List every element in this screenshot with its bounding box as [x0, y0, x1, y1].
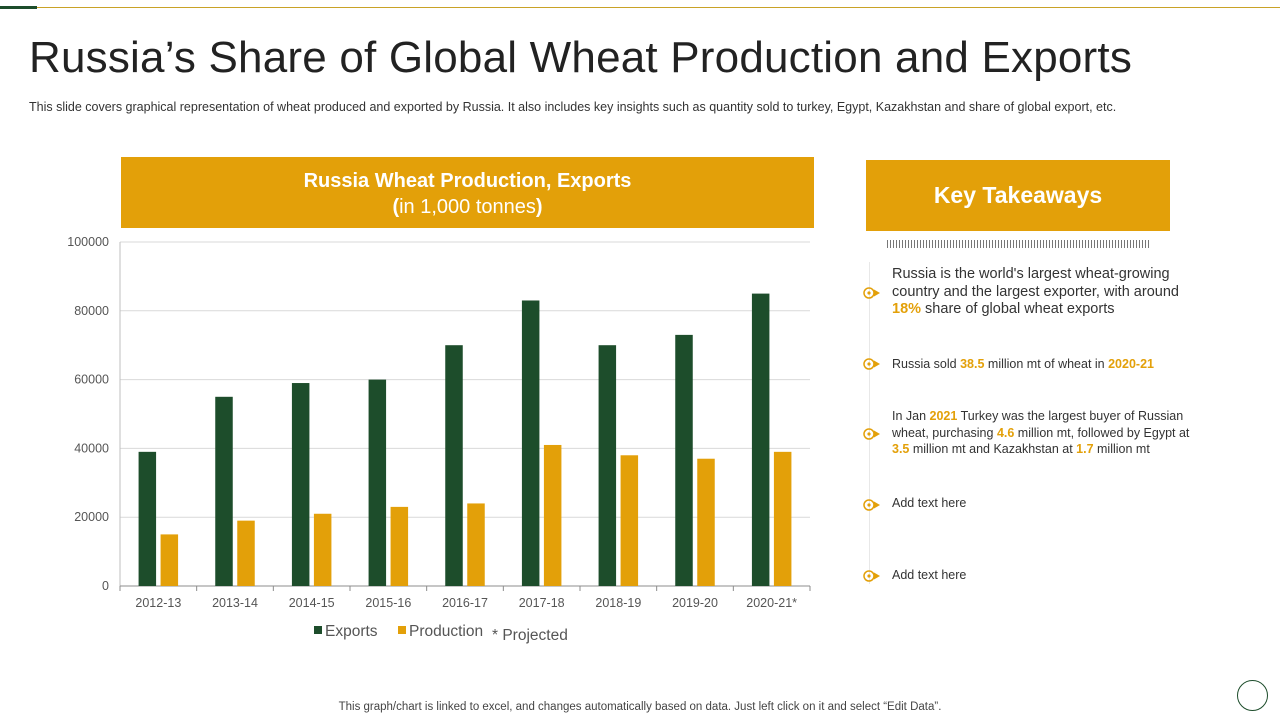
bullet-marker-icon — [862, 286, 884, 300]
bar-production — [543, 444, 562, 586]
bar-production — [313, 513, 332, 586]
takeaway-text: In Jan 2021 Turkey was the largest buyer… — [892, 408, 1206, 458]
y-tick-label: 40000 — [74, 441, 109, 455]
chart-title-banner: Russia Wheat Production, Exports (in 1,0… — [121, 157, 814, 228]
bar-production — [467, 503, 485, 586]
arrow-target-icon — [863, 499, 880, 511]
takeaway-text-segment: share of global wheat exports — [921, 301, 1115, 317]
bar-exports — [445, 345, 463, 586]
highlight-value: 1.7 — [1076, 442, 1094, 456]
decorative-tick-strip — [887, 240, 1150, 248]
y-tick-label: 0 — [102, 579, 109, 593]
bar-production — [237, 520, 255, 586]
takeaway-text-segment: million mt — [1093, 442, 1150, 456]
takeaway-text: Russia sold 38.5 million mt of wheat in … — [892, 356, 1206, 372]
bullet-marker-icon — [862, 427, 884, 441]
bar-exports — [215, 396, 233, 586]
highlight-value: 3.5 — [892, 442, 910, 456]
bar-exports — [291, 383, 310, 586]
takeaway-text: Add text here — [892, 495, 1206, 511]
arrow-target-icon — [863, 358, 880, 370]
x-tick-label: 2015-16 — [365, 596, 411, 610]
footnote: This graph/chart is linked to excel, and… — [338, 701, 942, 713]
legend-label-production: Production — [409, 623, 483, 640]
bar-exports — [751, 293, 770, 586]
y-tick-label: 60000 — [74, 373, 109, 387]
bar-production — [160, 534, 179, 586]
takeaway-text-segment: Turkey was the largest buyer of Russian … — [892, 409, 1184, 440]
timeline-line — [869, 262, 870, 584]
x-tick-label: 2013-14 — [212, 596, 258, 610]
bar-exports — [368, 379, 387, 586]
x-tick-label: 2019-20 — [672, 596, 718, 610]
bar-exports — [598, 345, 617, 586]
x-tick-label: 2018-19 — [595, 596, 641, 610]
arrow-target-icon — [863, 570, 880, 582]
bar-production — [390, 506, 409, 586]
bullet-marker-icon — [862, 498, 884, 512]
x-tick-label: 2020-21* — [746, 596, 797, 610]
chart-subtitle-close-paren: ) — [535, 196, 543, 218]
corner-circle-icon — [1237, 680, 1268, 711]
chart-title: Russia Wheat Production, Exports — [303, 170, 632, 192]
takeaway-text: Add text here — [892, 567, 1206, 583]
arrow-target-icon — [863, 428, 880, 440]
highlight-value: 38.5 — [960, 357, 985, 371]
legend-label-exports: Exports — [325, 623, 378, 640]
top-rule — [0, 7, 1280, 8]
bar-exports — [521, 300, 540, 586]
bullet-marker-icon — [862, 569, 884, 583]
takeaway-text-segment: Russia sold — [892, 357, 961, 371]
bar-production — [697, 458, 715, 586]
chart-subtitle-open-paren: ( — [392, 196, 400, 218]
legend-swatch-production — [398, 626, 406, 634]
highlight-value: 2020-21 — [1108, 357, 1154, 371]
top-accent-bar — [0, 6, 37, 9]
bullet-marker-icon — [862, 357, 884, 371]
legend-swatch-exports — [314, 626, 322, 634]
arrow-target-icon — [863, 287, 880, 299]
bar-exports — [138, 451, 157, 586]
y-tick-label: 80000 — [74, 304, 109, 318]
bar-production — [773, 451, 792, 586]
takeaway-text-segment: Add text here — [892, 568, 967, 582]
takeaway-text: Russia is the world's largest wheat-grow… — [892, 266, 1206, 319]
takeaway-text-segment: million mt and Kazakhstan at — [909, 442, 1077, 456]
x-tick-label: 2014-15 — [289, 596, 335, 610]
x-tick-label: 2017-18 — [519, 596, 565, 610]
bar-production — [620, 455, 639, 586]
takeaway-text-segment: Add text here — [892, 496, 967, 510]
x-tick-label: 2012-13 — [135, 596, 181, 610]
y-tick-label: 20000 — [74, 510, 109, 524]
page-title: Russia’s Share of Global Wheat Productio… — [29, 33, 1133, 82]
chart-subtitle-text: in 1,000 tonnes — [399, 196, 536, 218]
highlight-value: 2021 — [929, 409, 958, 423]
page-subtitle: This slide covers graphical representati… — [29, 100, 1117, 114]
projected-note: * Projected — [492, 627, 568, 644]
chart-subtitle: (in 1,000 tonnes) — [121, 196, 814, 219]
key-takeaways-banner: Key Takeaways — [866, 160, 1170, 231]
takeaway-text-segment: million mt of wheat in — [984, 357, 1109, 371]
bar-exports — [675, 334, 693, 586]
highlight-value: 18% — [892, 301, 922, 317]
takeaway-text-segment: In Jan — [892, 409, 930, 423]
x-tick-label: 2016-17 — [442, 596, 488, 610]
takeaway-text-segment: million mt, followed by Egypt at — [1014, 425, 1190, 440]
y-tick-label: 100000 — [67, 235, 109, 249]
highlight-value: 4.6 — [996, 425, 1015, 440]
takeaway-text-segment: Russia is the world's largest wheat-grow… — [892, 266, 1179, 300]
